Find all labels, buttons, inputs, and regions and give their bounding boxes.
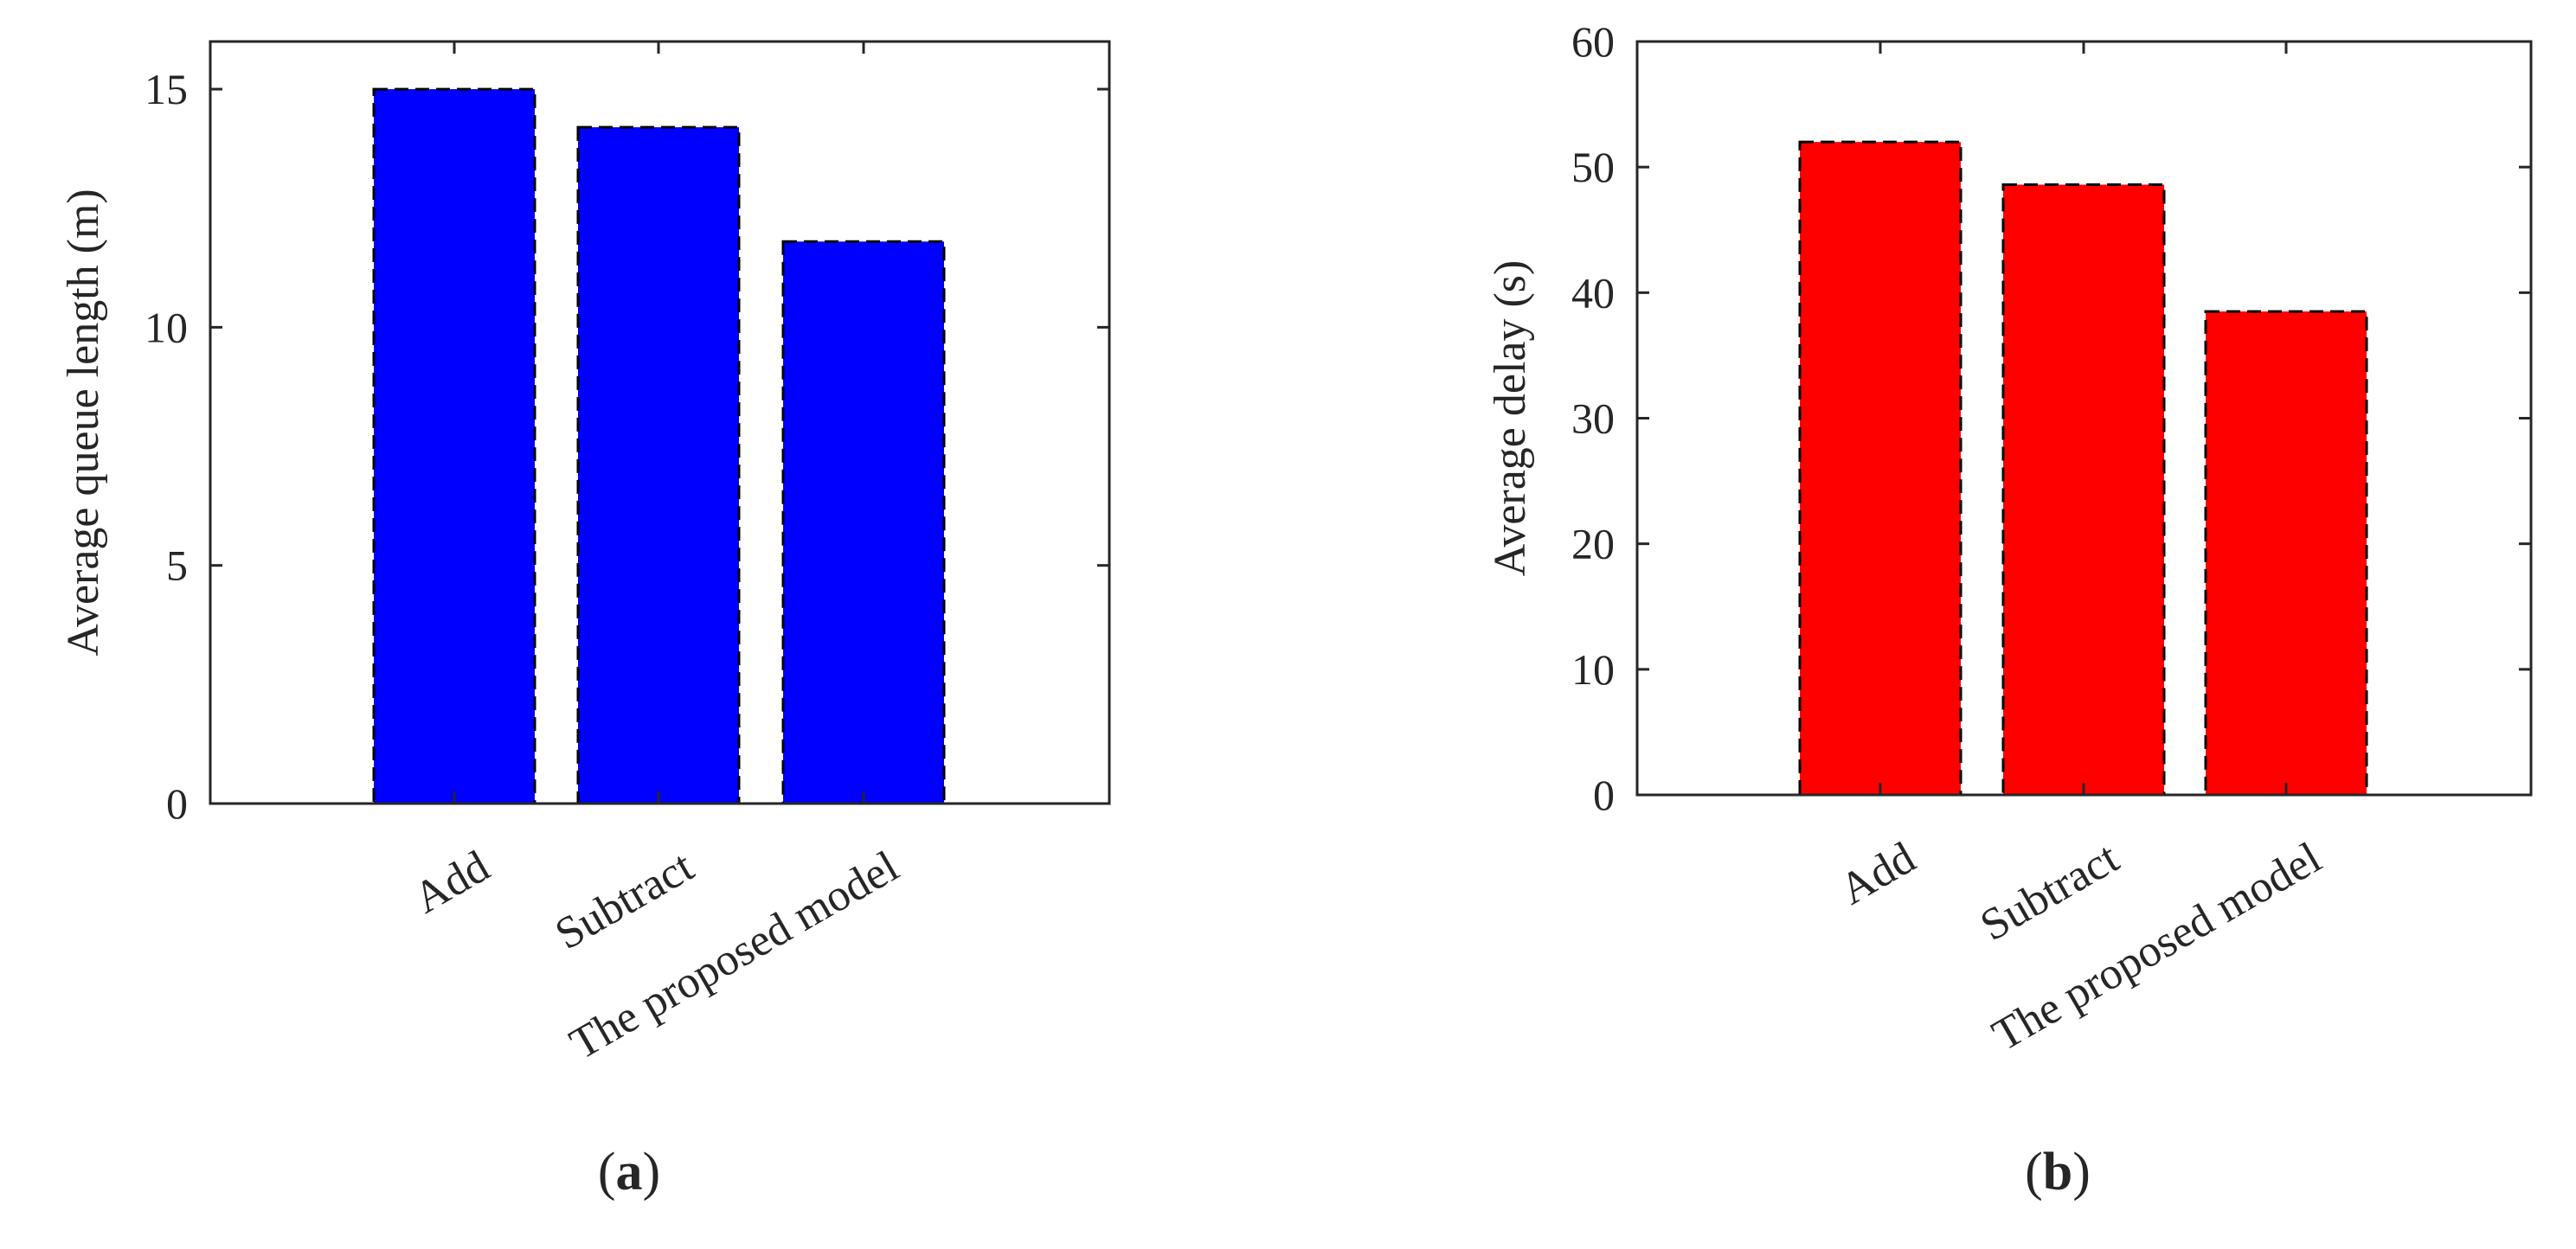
ytick-label-a-0: 0 bbox=[166, 779, 188, 828]
ytick-label-b-10: 10 bbox=[1571, 645, 1615, 694]
bar-a-0 bbox=[372, 87, 536, 805]
bar-b-2 bbox=[2204, 310, 2368, 797]
ytick-label-b-0: 0 bbox=[1593, 771, 1615, 819]
ytick-label-a-15: 15 bbox=[145, 65, 188, 113]
category-label-b-1: Subtract bbox=[1972, 833, 2127, 951]
category-label-a-0: Add bbox=[406, 842, 498, 923]
panel-label-a: (a) bbox=[598, 1143, 660, 1201]
ytick-label-b-30: 30 bbox=[1571, 394, 1615, 443]
ytick-label-b-40: 40 bbox=[1571, 268, 1615, 317]
bar-a-1 bbox=[576, 125, 741, 805]
ytick-label-b-20: 20 bbox=[1571, 520, 1615, 568]
panel-label-b: (b) bbox=[2025, 1143, 2091, 1201]
category-label-a-2: The proposed model bbox=[562, 842, 907, 1069]
ytick-label-b-50: 50 bbox=[1571, 143, 1615, 191]
bar-a-2 bbox=[781, 240, 946, 805]
category-label-b-0: Add bbox=[1832, 833, 1924, 914]
ytick-label-b-60: 60 bbox=[1571, 17, 1615, 66]
y-axis-title-a: Average queue length (m) bbox=[59, 189, 108, 656]
ytick-label-a-10: 10 bbox=[145, 303, 188, 351]
bar-b-0 bbox=[1798, 140, 1963, 797]
bar-b-1 bbox=[2001, 183, 2166, 797]
ytick-label-a-5: 5 bbox=[166, 541, 188, 590]
y-axis-title-b: Average delay (s) bbox=[1486, 260, 1535, 577]
category-label-b-2: The proposed model bbox=[1984, 833, 2329, 1060]
category-label-a-1: Subtract bbox=[547, 842, 702, 959]
